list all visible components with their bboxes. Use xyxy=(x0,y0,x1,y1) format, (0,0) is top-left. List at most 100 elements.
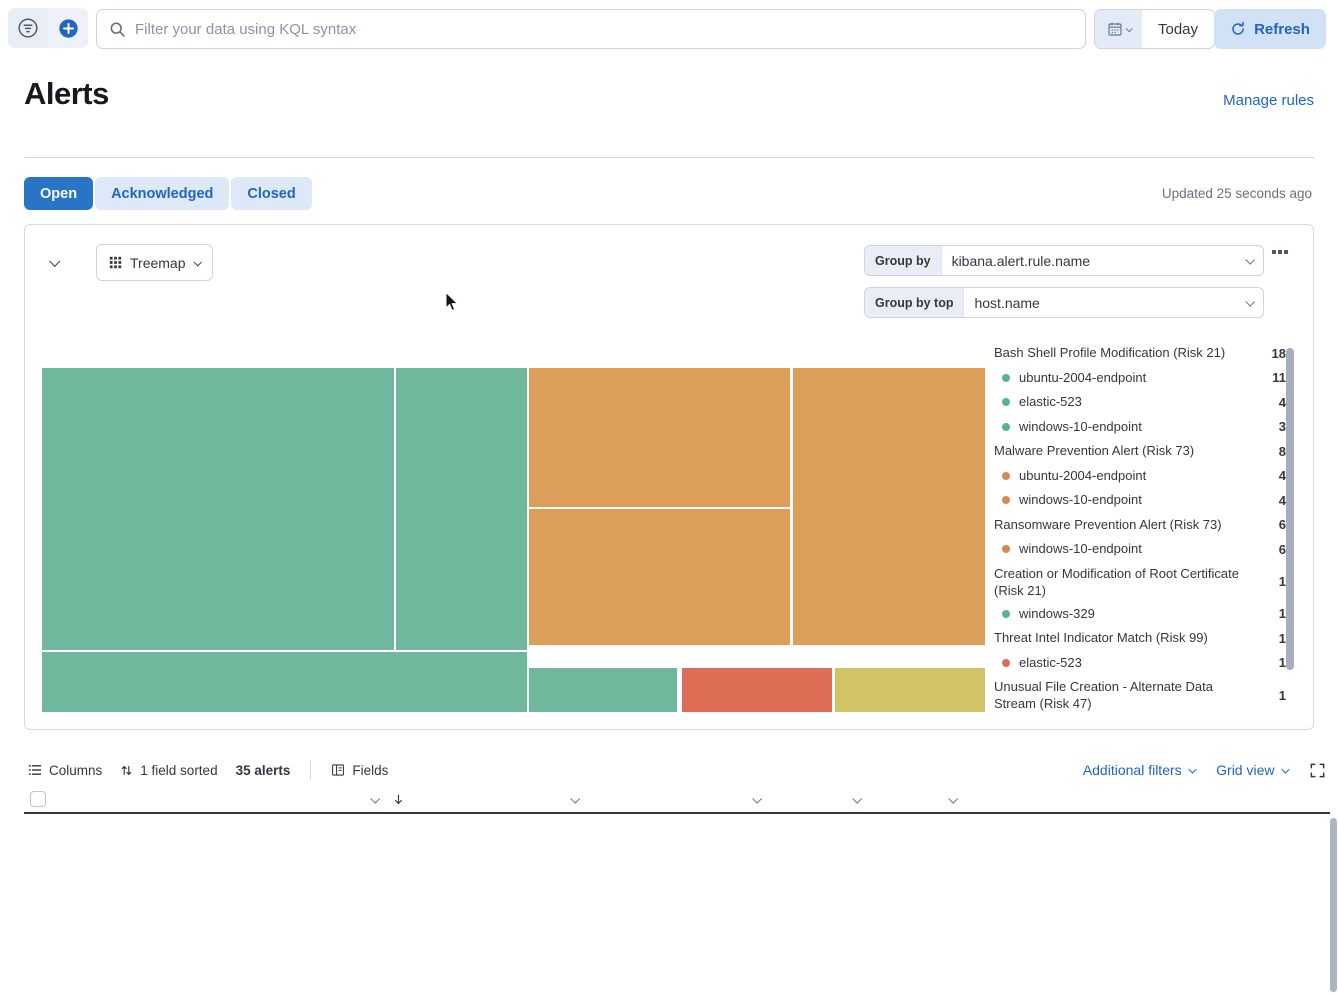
select-all-checkbox[interactable] xyxy=(30,791,46,807)
treemap-tile[interactable] xyxy=(529,668,677,712)
legend-value: 1 xyxy=(1278,630,1286,646)
legend-value: 3 xyxy=(1278,419,1286,435)
column-header-host-name[interactable] xyxy=(212,786,392,812)
treemap-tile[interactable] xyxy=(396,368,527,650)
column-header-risk-score[interactable] xyxy=(874,786,970,812)
legend-label: windows-10-endpoint xyxy=(1019,418,1142,434)
sort-descending-icon xyxy=(392,793,405,806)
legend-scrollbar[interactable] xyxy=(1286,348,1294,670)
alerts-table-toolbar: Columns 1 field sorted 35 alerts Fields … xyxy=(24,755,1330,785)
legend-child-item[interactable]: elastic-523 4 xyxy=(994,393,1286,412)
group-by-top-select[interactable]: Group by top host.name xyxy=(864,287,1264,318)
legend-title-item: Ransomware Prevention Alert (Risk 73) 6 xyxy=(994,516,1286,535)
manage-rules-link[interactable]: Manage rules xyxy=(1223,92,1314,109)
column-menu-chevron-icon[interactable] xyxy=(370,793,381,804)
legend-label: Malware Prevention Alert (Risk 73) xyxy=(994,443,1195,458)
fields-table-icon xyxy=(331,763,345,777)
legend-child-item[interactable]: ubuntu-2004-endpoint 4 xyxy=(994,467,1286,486)
legend-dot-icon xyxy=(1002,398,1010,406)
legend-title-item: Malware Prevention Alert (Risk 73) 8 xyxy=(994,442,1286,461)
tab-closed[interactable]: Closed xyxy=(231,177,312,210)
columns-button[interactable]: Columns xyxy=(24,763,106,778)
treemap-tile[interactable] xyxy=(42,652,527,712)
saved-query-menu-button[interactable] xyxy=(8,8,48,48)
legend-child-item[interactable]: elastic-523 1 xyxy=(994,654,1286,673)
chart-type-select[interactable]: Treemap xyxy=(96,244,213,281)
treemap-tile[interactable] xyxy=(529,368,790,507)
table-scrollbar[interactable] xyxy=(1330,818,1337,992)
alerts-table-body: windows-10-endpointAug 9, 2022 @ 10:34:4… xyxy=(24,816,1330,994)
treemap-tile[interactable] xyxy=(835,668,985,712)
legend-child-item[interactable]: ubuntu-2004-endpoint 11 xyxy=(994,369,1286,388)
legend-child-item[interactable]: windows-10-endpoint 3 xyxy=(994,418,1286,437)
legend-title-item: Bash Shell Profile Modification (Risk 21… xyxy=(994,344,1286,363)
alerts-count: 35 alerts xyxy=(235,762,291,778)
legend-value: 4 xyxy=(1278,492,1286,508)
additional-filters-label: Additional filters xyxy=(1082,762,1182,778)
legend-label: Threat Intel Indicator Match (Risk 99) xyxy=(994,630,1208,645)
legend-label: Bash Shell Profile Modification (Risk 21… xyxy=(994,345,1226,360)
column-menu-chevron-icon[interactable] xyxy=(852,793,863,804)
additional-filters-button[interactable]: Additional filters xyxy=(1082,762,1196,778)
panel-collapse-chevron-icon[interactable] xyxy=(49,253,61,271)
legend-value: 4 xyxy=(1278,394,1286,410)
legend-dot-icon xyxy=(1002,496,1010,504)
column-menu-chevron-icon[interactable] xyxy=(948,793,959,804)
refresh-icon xyxy=(1230,21,1246,37)
page-title: Alerts xyxy=(24,76,109,111)
legend-label: windows-10-endpoint xyxy=(1019,541,1142,556)
column-header-timestamp[interactable] xyxy=(392,786,592,812)
column-header-rule[interactable] xyxy=(592,786,774,812)
legend-label: ubuntu-2004-endpoint xyxy=(1019,369,1147,385)
legend-child-item[interactable]: windows-10-endpoint 4 xyxy=(994,491,1286,510)
alerts-table-header xyxy=(24,786,1330,814)
legend-label: elastic-523 xyxy=(1019,394,1082,409)
chart-type-label: Treemap xyxy=(130,254,186,271)
group-by-top-value: host.name xyxy=(974,294,1040,311)
treemap-tile[interactable] xyxy=(529,509,790,645)
sort-fields-button[interactable]: 1 field sorted xyxy=(116,763,221,778)
legend-value: 4 xyxy=(1278,468,1286,484)
legend-dot-icon xyxy=(1002,422,1010,431)
group-by-select[interactable]: Group by kibana.alert.rule.name xyxy=(864,245,1264,276)
legend-dot-icon xyxy=(1002,609,1010,618)
fullscreen-icon[interactable] xyxy=(1309,762,1326,779)
header-divider xyxy=(24,157,1314,158)
refresh-label: Refresh xyxy=(1254,20,1310,38)
legend-title-item: Threat Intel Indicator Match (Risk 99) 1 xyxy=(994,629,1286,648)
column-menu-chevron-icon[interactable] xyxy=(570,793,581,804)
legend-value: 11 xyxy=(1272,370,1286,386)
grid-view-button[interactable]: Grid view xyxy=(1216,762,1289,778)
column-header-severity[interactable] xyxy=(774,786,874,812)
legend-value: 8 xyxy=(1278,443,1286,459)
sorted-label: 1 field sorted xyxy=(140,762,218,778)
legend-value: 1 xyxy=(1278,574,1286,589)
column-header-reason[interactable] xyxy=(970,786,1330,812)
legend-value: 1 xyxy=(1278,655,1286,671)
sort-arrows-icon xyxy=(120,764,133,777)
date-quick-select-button[interactable] xyxy=(1095,10,1142,48)
legend-child-item[interactable]: windows-329 1 xyxy=(994,605,1286,624)
panel-options-icon[interactable] xyxy=(1272,250,1288,254)
legend-dot-icon xyxy=(1002,471,1010,480)
legend-label: elastic-523 xyxy=(1019,654,1082,670)
tab-open[interactable]: Open xyxy=(24,177,94,210)
chevron-down-icon xyxy=(1188,765,1196,774)
legend-value: 6 xyxy=(1278,517,1286,533)
date-range-today-button[interactable]: Today xyxy=(1158,20,1199,38)
treemap-tile[interactable] xyxy=(682,668,832,712)
treemap-tile[interactable] xyxy=(42,368,394,650)
columns-label: Columns xyxy=(49,762,103,778)
legend-value: 1 xyxy=(1278,606,1286,622)
kql-search-input[interactable] xyxy=(135,20,1073,38)
fields-button[interactable]: Fields xyxy=(327,763,392,778)
treemap-tile[interactable] xyxy=(793,368,985,645)
legend-value: 6 xyxy=(1278,541,1286,557)
column-menu-chevron-icon[interactable] xyxy=(752,793,763,804)
add-filter-button[interactable] xyxy=(48,8,88,48)
group-by-value: kibana.alert.rule.name xyxy=(951,252,1091,269)
refresh-button[interactable]: Refresh xyxy=(1214,9,1326,49)
legend-child-item[interactable]: windows-10-endpoint 6 xyxy=(994,540,1286,559)
group-by-top-label: Group by top xyxy=(865,288,965,317)
tab-acknowledged[interactable]: Acknowledged xyxy=(95,177,230,210)
